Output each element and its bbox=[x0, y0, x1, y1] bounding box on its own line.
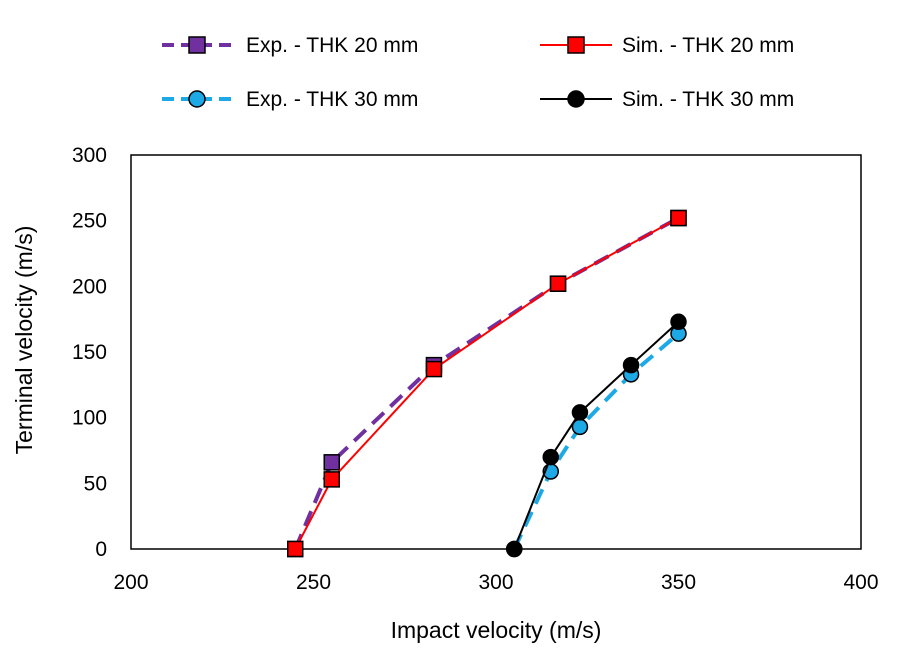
y-tick-label: 0 bbox=[95, 538, 107, 561]
y-tick-label: 150 bbox=[72, 341, 107, 364]
y-tick-label: 250 bbox=[72, 210, 107, 233]
series-sim-thk-30-mm bbox=[506, 313, 687, 558]
plot-area bbox=[130, 154, 862, 550]
legend: Exp. - THK 20 mm Sim. - THK 20 mm Exp. -… bbox=[162, 34, 794, 111]
x-tick-label: 300 bbox=[478, 571, 513, 594]
axis-ticks: 200 250 300 350 400 0 50 100 150 200 250 300 bbox=[72, 144, 879, 594]
x-tick-label: 200 bbox=[113, 571, 148, 594]
data-point bbox=[425, 360, 443, 378]
legend-marker-exp-20 bbox=[188, 36, 206, 54]
data-point bbox=[506, 540, 523, 558]
data-point bbox=[571, 404, 589, 421]
data-point bbox=[670, 313, 687, 331]
data-point bbox=[323, 471, 340, 488]
y-tick-label: 100 bbox=[72, 407, 107, 430]
y-tick-label: 200 bbox=[72, 275, 107, 298]
legend-label-exp-30: Exp. - THK 30 mm bbox=[246, 88, 418, 111]
series-line bbox=[513, 321, 680, 550]
series-line bbox=[294, 217, 679, 550]
y-tick-label: 50 bbox=[84, 472, 107, 495]
legend-label-exp-20: Exp. - THK 20 mm bbox=[246, 34, 418, 57]
x-tick-label: 400 bbox=[843, 571, 878, 594]
data-point bbox=[542, 448, 559, 466]
legend-label-sim-20: Sim. - THK 20 mm bbox=[622, 34, 794, 57]
legend-marker-exp-30 bbox=[188, 90, 206, 108]
data-point bbox=[323, 454, 340, 471]
data-point bbox=[549, 275, 567, 292]
data-point bbox=[287, 540, 304, 558]
data-point bbox=[670, 209, 687, 227]
legend-marker-sim-20 bbox=[567, 36, 585, 54]
data-point bbox=[622, 356, 640, 374]
y-axis-title: Terminal velocity (m/s) bbox=[11, 226, 37, 455]
series-group bbox=[287, 209, 687, 558]
x-tick-label: 250 bbox=[296, 571, 331, 594]
series-sim-thk-20-mm bbox=[287, 209, 687, 558]
series-exp-thk-30-mm bbox=[506, 325, 687, 558]
x-tick-label: 350 bbox=[661, 571, 696, 594]
legend-marker-sim-30 bbox=[567, 90, 585, 108]
series-exp-thk-20-mm bbox=[287, 209, 687, 558]
series-line bbox=[512, 332, 680, 550]
y-tick-label: 300 bbox=[72, 144, 107, 167]
x-axis-title: Impact velocity (m/s) bbox=[391, 617, 602, 643]
legend-label-sim-30: Sim. - THK 30 mm bbox=[622, 88, 794, 111]
series-line bbox=[293, 216, 680, 550]
